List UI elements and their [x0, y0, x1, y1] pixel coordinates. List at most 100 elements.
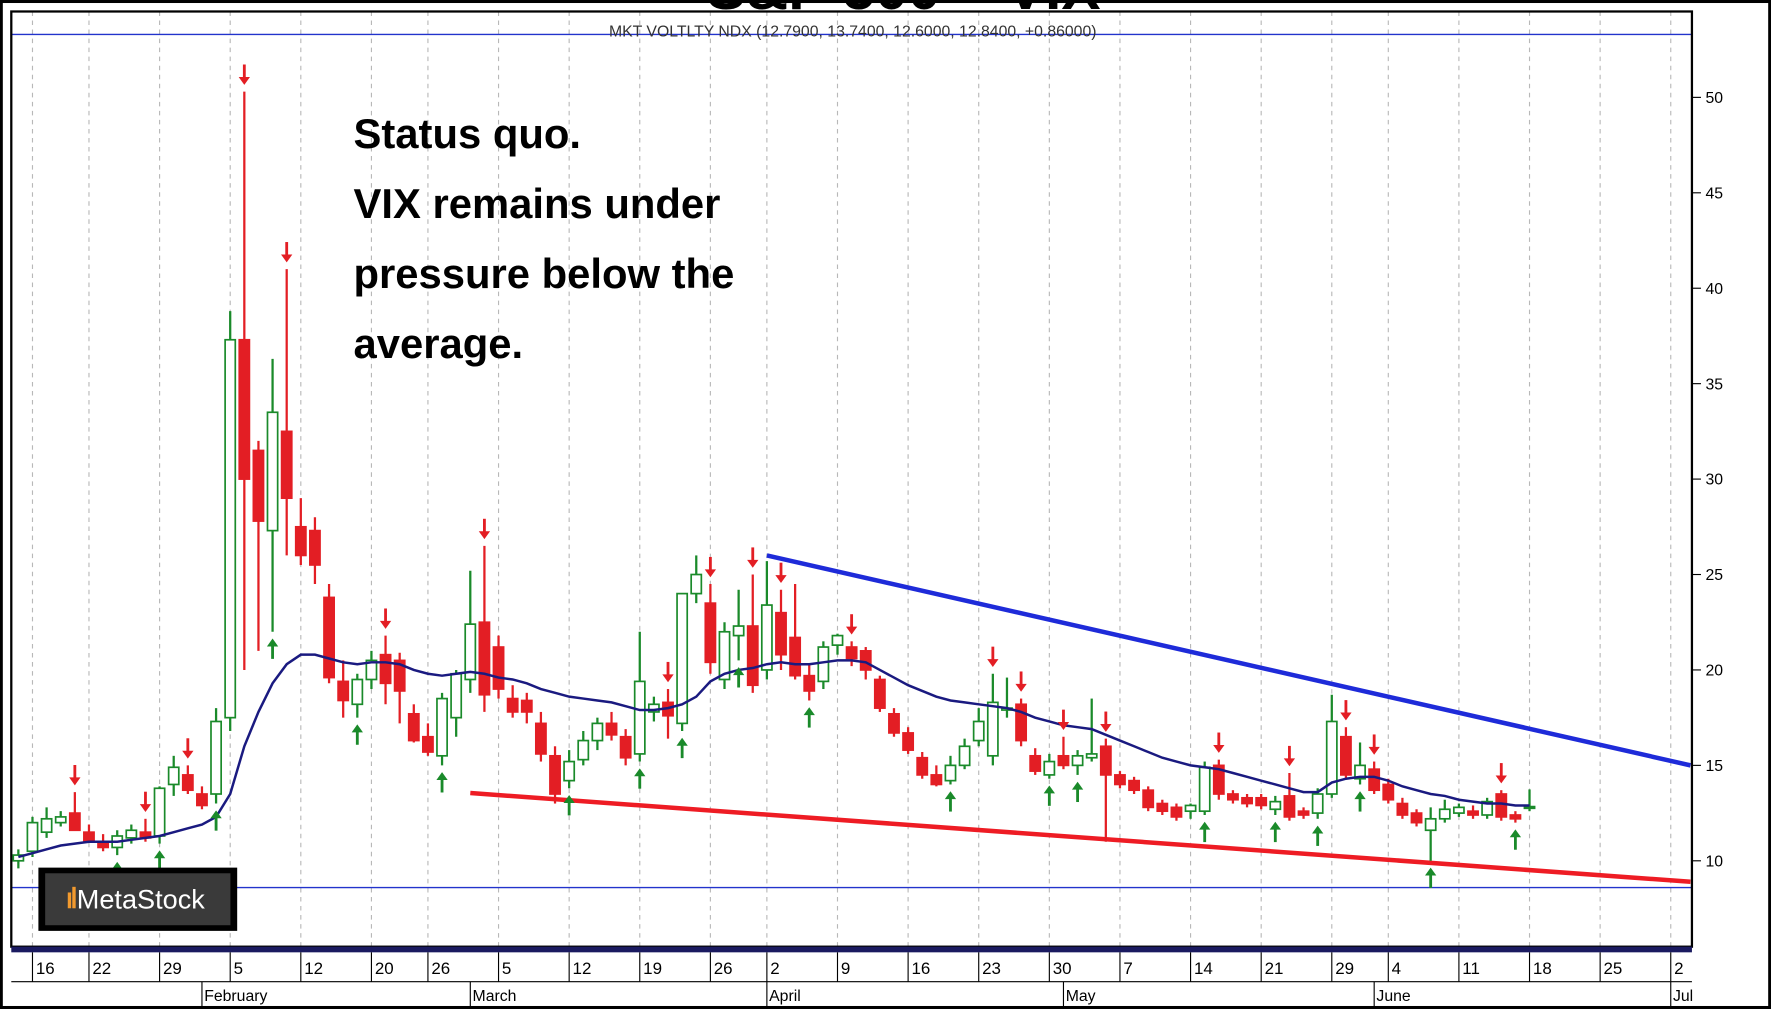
candle-body	[619, 735, 632, 759]
candle-body	[549, 754, 561, 795]
candle-body	[1198, 766, 1211, 813]
arrow-head	[747, 559, 759, 568]
candle-body	[464, 623, 477, 681]
candle-body	[1452, 806, 1465, 814]
up-signal	[634, 768, 646, 789]
y-tick-label: 40	[1705, 281, 1723, 298]
up-signal	[944, 791, 957, 812]
down-signal	[139, 791, 152, 813]
up-signal	[266, 638, 279, 659]
x-tick-label: 26	[714, 959, 733, 978]
annotation: average.	[354, 320, 524, 367]
arrow-head	[1057, 722, 1070, 730]
candle-body	[40, 817, 53, 834]
up-signal	[436, 772, 448, 793]
up-signal	[1043, 785, 1055, 806]
x-tick-label: 29	[1335, 959, 1354, 978]
candle-body	[1015, 703, 1028, 742]
candle-body	[746, 625, 759, 687]
arrow-head	[845, 626, 858, 635]
down-signal	[1340, 700, 1352, 721]
arrow-head	[139, 804, 152, 813]
up-signal	[676, 737, 688, 759]
candle-body	[958, 745, 971, 767]
candle-body	[1057, 754, 1070, 767]
arrow-head	[1199, 821, 1211, 830]
up-signal	[1269, 821, 1281, 843]
candle-body	[1043, 760, 1056, 776]
candle-body	[1255, 796, 1268, 807]
arrow-head	[634, 768, 646, 777]
arrow-head	[1213, 744, 1225, 753]
down-signal	[1283, 745, 1296, 767]
arrow-head	[775, 575, 787, 584]
arrow-head	[1100, 723, 1112, 732]
arrow-head	[1015, 683, 1027, 692]
candle-body	[986, 701, 999, 757]
x-tick-label: 5	[234, 959, 243, 978]
candle-body	[1085, 753, 1098, 759]
candle-body	[1311, 793, 1324, 814]
annotation: pressure below the	[354, 250, 735, 297]
month-label: June	[1376, 988, 1410, 1005]
candle-body	[125, 829, 138, 839]
month-label: February	[204, 988, 267, 1005]
candle-body	[181, 774, 194, 792]
candle-body	[1481, 800, 1494, 816]
logo-box	[45, 873, 231, 926]
arrow-head	[478, 531, 491, 540]
moving-average	[18, 653, 1530, 859]
arrow-head	[1312, 825, 1324, 834]
candle-body	[1354, 764, 1366, 780]
candle-body	[831, 634, 844, 646]
logo-text: MetaStock	[77, 883, 205, 914]
candle-body	[944, 764, 957, 782]
month-label: April	[769, 988, 801, 1005]
candle-body	[1128, 779, 1141, 792]
up-signal	[351, 724, 363, 745]
candle-body	[1156, 802, 1169, 813]
candle-body	[407, 712, 420, 742]
down-signal	[379, 608, 392, 629]
candle-body	[591, 722, 604, 742]
arrow-head	[1043, 785, 1055, 794]
candle-body	[436, 697, 448, 757]
down-signal	[775, 562, 787, 584]
arrow-head	[1340, 712, 1352, 721]
down-signal	[1368, 734, 1380, 755]
up-signal	[1312, 825, 1324, 846]
arrow-head	[563, 795, 575, 803]
x-tick-label: 20	[375, 959, 394, 978]
x-tick-label: 19	[643, 959, 662, 978]
candle-body	[676, 592, 689, 725]
candle-body	[1227, 793, 1239, 801]
arrow-head	[153, 850, 166, 859]
candle-body	[888, 712, 900, 734]
candle-body	[520, 699, 533, 713]
down-signal	[747, 547, 759, 568]
arrow-head	[803, 707, 815, 716]
candle-body	[789, 636, 802, 677]
down-signal	[704, 556, 717, 578]
candle-body	[972, 720, 985, 742]
arrow-head	[379, 620, 392, 629]
candle-body	[1396, 802, 1409, 816]
x-tick-label: 2	[1674, 959, 1683, 978]
down-signal	[1057, 709, 1070, 730]
candle-body	[1170, 806, 1183, 818]
month-label: May	[1066, 988, 1096, 1005]
y-tick-label: 30	[1705, 472, 1723, 489]
candle-body	[393, 659, 406, 692]
chart-title: MKT VOLTLTY NDX (12.7900, 13.7400, 12.60…	[609, 23, 1097, 40]
candle-body	[1325, 720, 1338, 795]
candle-body	[1142, 789, 1155, 809]
down-signal	[238, 64, 250, 85]
down-signal	[182, 738, 194, 759]
candle-body	[196, 793, 208, 807]
axis-band	[11, 946, 1692, 953]
candle-body	[1467, 810, 1479, 816]
candle-body	[534, 722, 547, 755]
candle-body	[577, 739, 590, 761]
x-tick-label: 29	[163, 959, 182, 978]
candle-body	[478, 621, 491, 696]
